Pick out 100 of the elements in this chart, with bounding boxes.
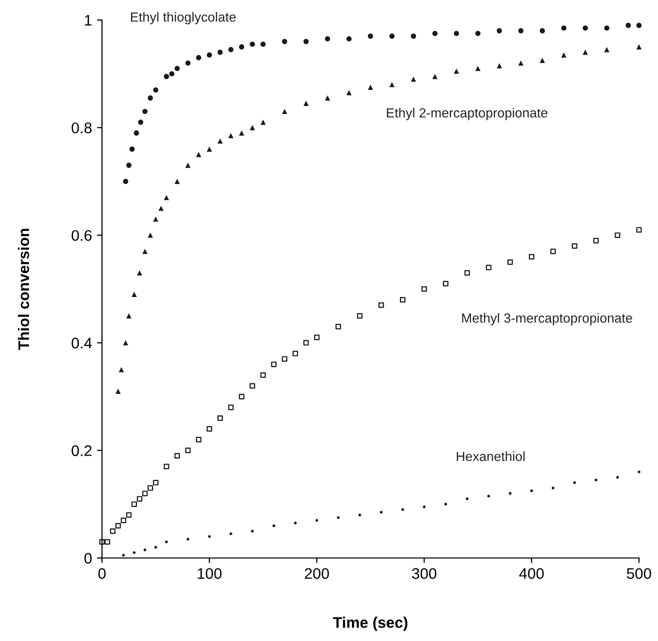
point: [217, 415, 223, 421]
x-tick-label: 200: [304, 568, 329, 579]
point: [260, 42, 266, 47]
point: [368, 34, 374, 39]
point: [336, 516, 340, 520]
point: [154, 546, 158, 549]
point: [196, 55, 202, 60]
point: [123, 340, 128, 346]
point: [303, 100, 309, 106]
point: [593, 238, 599, 244]
point: [604, 25, 610, 31]
point: [401, 508, 404, 511]
point: [152, 480, 158, 486]
point: [164, 194, 170, 200]
point: [561, 52, 566, 58]
point: [260, 372, 266, 378]
point: [196, 436, 202, 442]
y-tick-label: 0: [84, 552, 92, 564]
point: [324, 95, 330, 101]
point: [228, 46, 234, 52]
point: [185, 448, 191, 454]
point: [116, 388, 121, 394]
point: [518, 28, 524, 34]
x-tick-label: 500: [626, 568, 652, 579]
point: [346, 90, 352, 96]
y-tick-label: 1: [84, 15, 92, 26]
point: [638, 470, 640, 474]
point: [528, 254, 534, 260]
point: [444, 502, 448, 506]
point: [120, 518, 126, 524]
point: [507, 259, 513, 265]
point: [129, 146, 135, 152]
point: [229, 532, 232, 536]
text: Hexanethiol: [456, 451, 525, 462]
point: [272, 524, 276, 528]
point: [540, 28, 545, 34]
point: [153, 216, 158, 222]
point: [165, 540, 168, 544]
point: [196, 152, 202, 158]
point: [118, 367, 124, 372]
point: [206, 146, 212, 152]
point: [466, 497, 469, 500]
point: [400, 297, 406, 303]
point: [153, 87, 158, 93]
point: [561, 25, 566, 31]
point: [239, 44, 244, 50]
point: [250, 125, 255, 130]
point: [164, 74, 170, 80]
point: [626, 22, 631, 28]
point: [410, 34, 416, 39]
point: [464, 270, 470, 276]
point: [174, 178, 180, 184]
series-label: Ethyl thioglycolate: [131, 12, 236, 24]
point: [486, 264, 492, 270]
point: [174, 453, 180, 459]
point: [303, 38, 309, 44]
point: [324, 36, 330, 42]
point: [487, 494, 490, 498]
point: [136, 496, 142, 502]
point: [496, 28, 502, 34]
point: [496, 63, 502, 68]
point: [636, 227, 642, 233]
point: [126, 313, 132, 318]
point: [260, 120, 266, 125]
text: Methyl 3-mercaptopropionate: [462, 313, 632, 326]
point: [389, 34, 395, 39]
point: [134, 130, 139, 136]
point: [530, 489, 533, 492]
point: [110, 528, 116, 534]
point: [206, 52, 212, 58]
point: [271, 362, 277, 368]
point: [422, 506, 426, 508]
point: [208, 535, 211, 538]
point: [206, 426, 212, 432]
point: [616, 476, 619, 479]
point: [142, 108, 148, 114]
point: [132, 292, 137, 297]
point: [174, 66, 180, 72]
point: [636, 44, 642, 50]
point: [508, 492, 512, 495]
point: [357, 313, 363, 319]
point: [250, 530, 254, 532]
point: [185, 162, 191, 168]
point: [228, 133, 234, 138]
point: [164, 464, 170, 470]
x-axis-title: Time (sec): [333, 616, 408, 631]
point: [104, 539, 110, 545]
point: [126, 162, 132, 168]
point: [239, 130, 244, 136]
point: [315, 518, 318, 522]
point: [346, 36, 352, 42]
x-tick-label: 100: [198, 568, 222, 579]
point: [358, 514, 362, 516]
point: [250, 42, 255, 47]
point: [303, 340, 309, 346]
point: [142, 490, 148, 496]
point: [432, 74, 438, 80]
series-label: Ethyl 2-mercaptopropionate: [386, 108, 548, 120]
point: [131, 501, 137, 507]
y-tick-label: 0.2: [72, 445, 92, 456]
